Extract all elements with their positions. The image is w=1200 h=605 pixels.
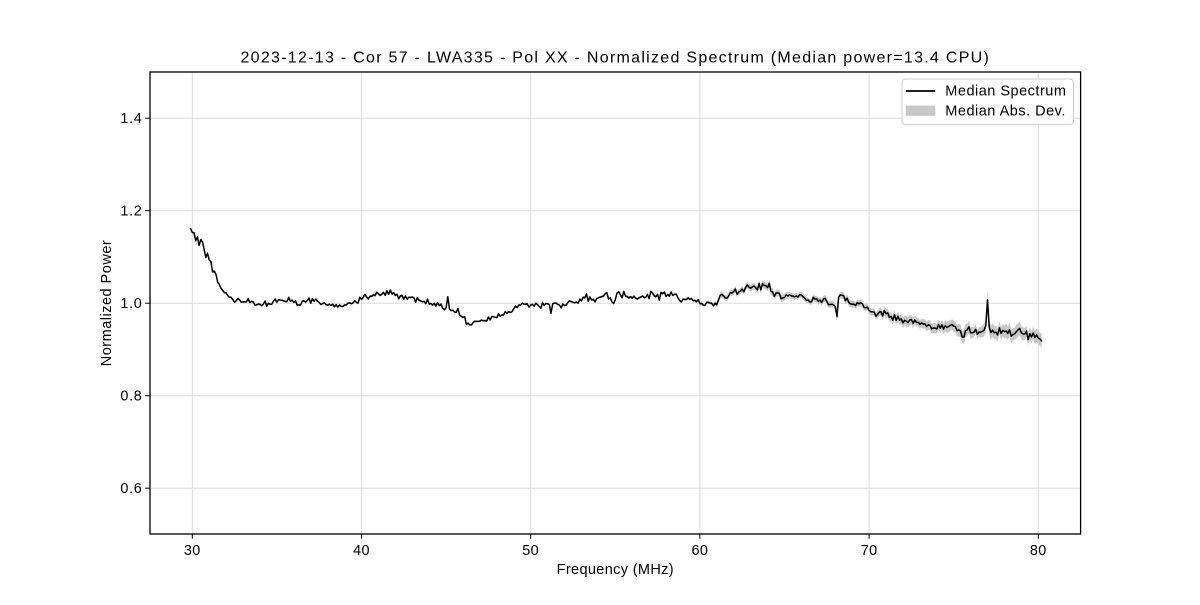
svg-text:0.8: 0.8 <box>120 389 142 405</box>
svg-text:70: 70 <box>861 543 878 559</box>
svg-text:1.2: 1.2 <box>120 204 142 220</box>
svg-text:50: 50 <box>522 543 539 559</box>
svg-text:Median Abs. Dev.: Median Abs. Dev. <box>945 103 1066 119</box>
svg-text:1.4: 1.4 <box>120 111 142 127</box>
svg-text:40: 40 <box>353 543 370 559</box>
svg-text:60: 60 <box>691 543 708 559</box>
svg-text:80: 80 <box>1030 543 1047 559</box>
svg-text:Frequency (MHz): Frequency (MHz) <box>557 562 674 578</box>
svg-text:2023-12-13 - Cor 57 - LWA335 -: 2023-12-13 - Cor 57 - LWA335 - Pol XX - … <box>240 50 990 67</box>
svg-text:1.0: 1.0 <box>120 296 142 312</box>
svg-text:Median Spectrum: Median Spectrum <box>945 83 1066 99</box>
svg-text:30: 30 <box>184 543 201 559</box>
svg-text:Normalized Power: Normalized Power <box>99 240 115 366</box>
svg-text:0.6: 0.6 <box>120 481 142 497</box>
